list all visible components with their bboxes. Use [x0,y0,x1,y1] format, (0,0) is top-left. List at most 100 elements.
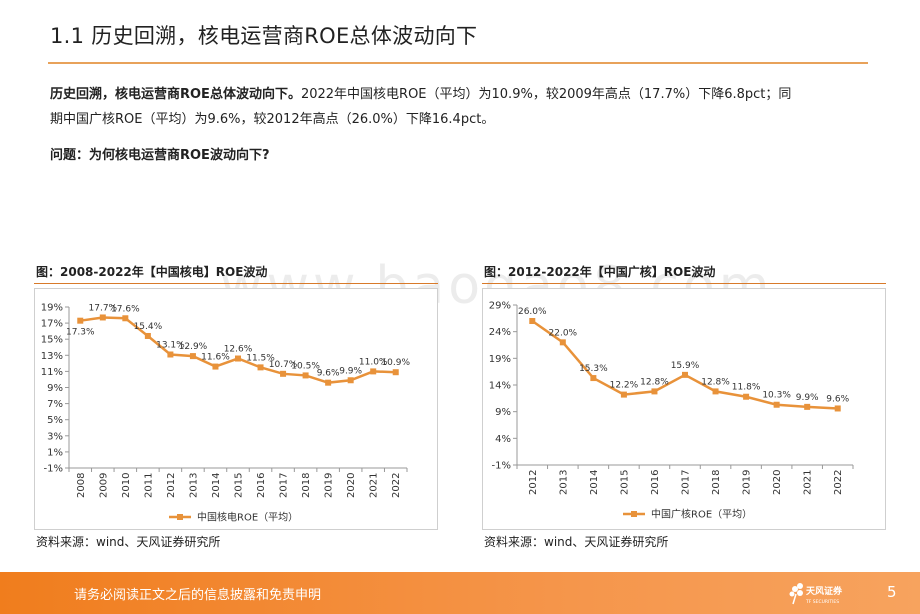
left-caption-divider [34,283,438,284]
x-tick-label: 2018 [711,470,722,495]
data-point [347,377,354,384]
y-tick-label: 1% [47,447,63,458]
summary-line1: 2022年中国核电ROE（平均）为10.9%，较2009年高点（17.7%）下降… [300,87,792,102]
logo-text: 天风证券 [806,585,843,597]
x-tick-label: 2010 [121,473,132,498]
y-tick-label: 7% [47,399,63,410]
legend-label: 中国广核ROE（平均） [651,508,752,521]
y-tick-label: 15% [41,335,63,346]
data-point [77,317,84,324]
data-label: 12.6% [224,345,253,355]
data-label: 17.7% [89,303,118,313]
data-label: 12.8% [640,377,669,387]
x-tick-label: 2016 [256,473,267,498]
data-label: 11.5% [246,353,275,363]
y-tick-label: 19% [41,303,63,314]
y-tick-label: 29% [489,301,511,312]
data-point [280,370,287,377]
data-label: 9.6% [317,369,340,379]
x-tick-label: 2021 [803,470,814,495]
y-tick-label: 24% [489,327,511,338]
y-tick-label: 17% [41,319,63,330]
data-point [144,332,151,339]
data-point [370,368,377,375]
x-tick-label: 2012 [166,473,177,498]
data-point [189,353,196,360]
x-tick-label: 2008 [76,473,87,498]
data-label: 17.3% [66,328,95,338]
x-tick-label: 2015 [234,473,245,498]
logo-subtext: TF SECURITIES [805,599,839,605]
data-label: 11.8% [732,383,761,393]
data-label: 12.8% [701,377,730,387]
y-tick-label: 13% [41,351,63,362]
data-point [212,363,219,370]
data-label: 26.0% [518,307,547,317]
right-chart-caption: 图：2012-2022年【中国广核】ROE波动 [484,265,716,279]
left-chart-box: 19% 17% 15% 13% 11% 9% 7% 5% 3% 1% -1% 2008 2009 2010… [34,288,438,530]
left-chart-source: 资料来源：wind、天风证券研究所 [36,535,221,549]
x-tick-label: 2011 [143,473,154,498]
data-label: 9.6% [826,394,849,404]
right-chart-box: 29% 24% 19% 14% 9% 4% -1% 2012 2013 2014 2015 2016 2… [482,288,886,530]
data-point [804,403,811,410]
x-tick-label: 2019 [742,470,753,495]
data-label: 11.6% [201,353,230,363]
x-tick-label: 2017 [279,473,290,498]
data-label: 12.9% [179,342,208,352]
y-tick-label: 9% [47,383,63,394]
data-label: 13.1% [156,340,185,350]
summary-line2: 期中国广核ROE（平均）为9.6%，较2012年高点（26.0%）下降16.4p… [50,112,495,127]
tf-securities-logo: 天风证券 TF SECURITIES [789,583,843,605]
x-tick-label: 2021 [369,473,380,498]
data-label: 17.6% [111,304,140,314]
x-tick-label: 2016 [650,470,661,495]
x-tick-label: 2013 [188,473,199,498]
x-tick-label: 2017 [681,470,692,495]
y-tick-label: -1% [44,464,63,475]
data-point [257,364,264,371]
x-tick-label: 2013 [558,470,569,495]
y-tick-label: 9% [495,407,511,418]
data-point [325,379,332,386]
y-tick-label: 5% [47,415,63,426]
data-point [590,375,597,382]
data-point [682,371,688,378]
data-label: 12.2% [610,381,639,391]
footer-disclaimer: 请务必阅读正文之后的信息披露和免责申明 [74,588,322,603]
data-label: 9.9% [796,393,819,403]
x-tick-label: 2019 [324,473,335,498]
data-label: 15.4% [134,322,163,332]
x-tick-label: 2022 [833,470,844,495]
data-point [773,401,780,408]
title-divider [48,62,868,64]
data-label: 11.0% [359,357,388,367]
x-tick-label: 2018 [301,473,312,498]
summary-paragraph: 历史回溯，核电运营商ROE总体波动向下。2022年中国核电ROE（平均）为10.… [50,82,870,132]
y-tick-label: -1% [492,461,511,472]
data-point [620,391,627,398]
x-tick-label: 2022 [391,473,402,498]
x-tick-label: 2014 [589,470,600,495]
y-tick-label: 3% [47,431,63,442]
data-label: 9.9% [339,366,362,376]
data-point [122,315,129,322]
data-point [392,369,399,376]
data-label: 10.7% [269,360,298,370]
data-point [302,372,309,379]
right-roe-chart: 29% 24% 19% 14% 9% 4% -1% 2012 2013 2014 2015 2016 2… [489,301,854,521]
left-roe-chart: 19% 17% 15% 13% 11% 9% 7% 5% 3% 1% -1% 2008 2009 2010… [41,303,411,524]
page-number: 5 [887,583,897,601]
x-tick-label: 2020 [346,473,357,498]
x-tick-label: 2012 [528,470,539,495]
data-label: 15.9% [671,361,700,371]
y-tick-label: 14% [489,381,511,392]
legend-marker [631,511,637,517]
data-label: 10.5% [291,361,320,371]
data-label: 10.9% [381,358,410,368]
legend-label: 中国核电ROE（平均） [197,511,298,524]
y-tick-label: 4% [495,434,511,445]
data-point [743,393,750,400]
y-tick-label: 19% [489,354,511,365]
footer-bar: 请务必阅读正文之后的信息披露和免责申明 天风证券 TF SECURITIES 5 [0,572,920,614]
